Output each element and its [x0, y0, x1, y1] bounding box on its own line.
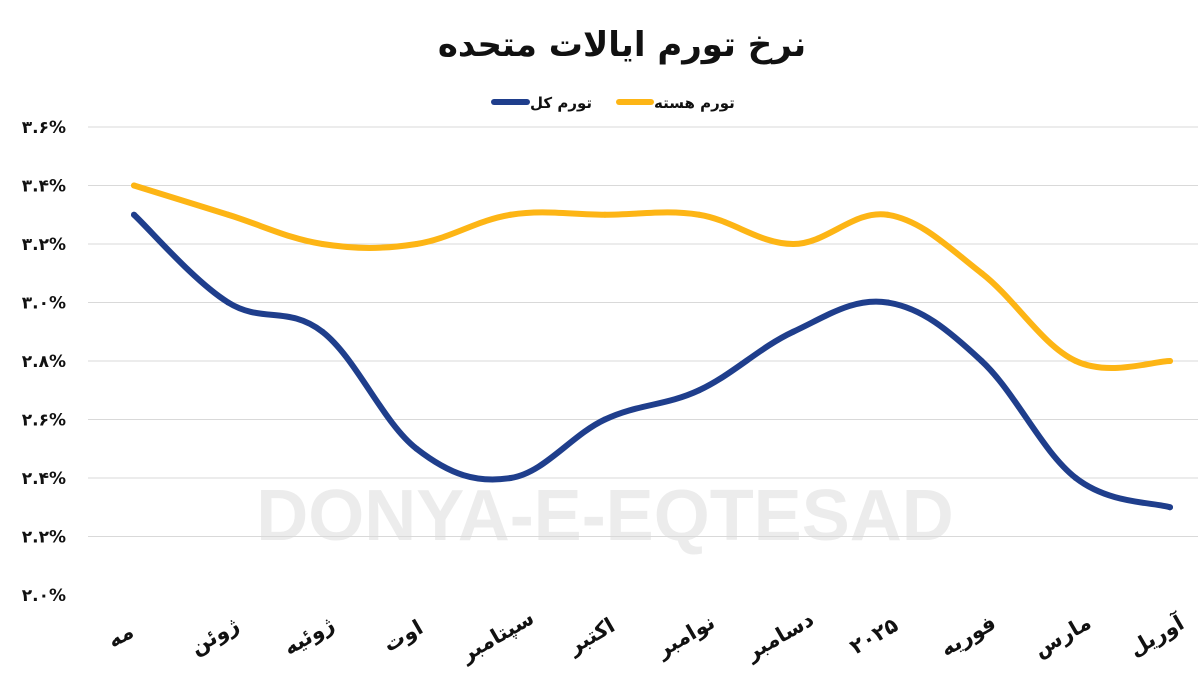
y-tick-label: ۳.۶%	[22, 118, 66, 138]
y-tick-label: ۳.۴%	[22, 177, 66, 197]
point-core-11	[1167, 358, 1173, 364]
point-total-10	[1072, 475, 1079, 481]
point-core-5	[601, 211, 608, 218]
legend-label-core: تورم هسته	[654, 94, 735, 112]
x-axis-ticks: مه ژوئن ژوئیه اوت سپتامبر اکتبر نوامبر دسامبر ۲۰…	[103, 605, 1188, 666]
point-core-8	[884, 211, 891, 218]
x-tick-label: نوامبر	[651, 610, 718, 663]
x-tick-label: فوریه	[936, 611, 1000, 662]
point-core-0	[131, 182, 137, 189]
point-core-10	[1072, 358, 1079, 364]
x-tick-label: ژوئیه	[279, 612, 338, 660]
point-total-2	[319, 328, 326, 335]
watermark-text: DONYA-E-EQTESAD	[256, 476, 953, 556]
x-tick-label: مه	[103, 619, 137, 653]
chart-title: نرخ تورم ایالات متحده	[438, 25, 806, 65]
x-tick-label: مارس	[1029, 610, 1095, 662]
y-tick-label: ۲.۴%	[22, 469, 66, 489]
x-tick-label: ۲۰۲۵	[846, 613, 903, 660]
series-lines	[131, 182, 1173, 511]
watermark: DONYA-E-EQTESAD	[256, 476, 953, 556]
point-core-3	[413, 241, 420, 247]
y-tick-label: ۳.۲%	[22, 235, 66, 255]
point-total-6	[696, 387, 703, 394]
y-axis-ticks: ۲.۰% ۲.۲% ۲.۴% ۲.۶% ۲.۸% ۳.۰% ۳.۲% ۳.۴% ۳.۶%	[22, 118, 66, 606]
legend-label-total: تورم کل	[530, 94, 592, 112]
point-total-8	[884, 299, 891, 306]
y-tick-label: ۲.۶%	[22, 411, 66, 431]
y-tick-label: ۳.۰%	[22, 294, 66, 314]
y-tick-label: ۲.۸%	[22, 352, 66, 372]
point-core-6	[696, 211, 703, 218]
point-core-1	[225, 211, 232, 218]
point-total-9	[978, 358, 985, 364]
point-total-0	[131, 211, 137, 218]
y-tick-label: ۲.۰%	[22, 586, 66, 606]
x-tick-label: دسامبر	[741, 607, 818, 665]
legend-item-total: تورم کل	[491, 94, 592, 112]
x-tick-label: اوت	[379, 615, 427, 656]
gridlines	[88, 126, 1198, 537]
legend: تورم کل تورم هسته	[491, 94, 735, 112]
point-core-2	[319, 241, 326, 247]
x-tick-label: سپتامبر	[456, 605, 538, 666]
point-core-9	[978, 270, 985, 277]
x-tick-label: آوریل	[1124, 610, 1188, 662]
point-total-4	[507, 475, 514, 481]
y-tick-label: ۲.۲%	[22, 528, 66, 548]
series-line-core-inflation	[131, 182, 1173, 371]
point-total-1	[225, 299, 232, 306]
x-tick-label: اکتبر	[563, 613, 619, 659]
point-core-7	[790, 241, 797, 247]
legend-item-core: تورم هسته	[616, 94, 735, 112]
x-tick-label: ژوئن	[186, 613, 243, 660]
series-line-total-inflation	[131, 211, 1173, 511]
point-total-3	[413, 445, 420, 452]
point-total-7	[790, 328, 797, 335]
point-total-11	[1167, 504, 1173, 511]
point-core-4	[507, 211, 514, 218]
point-total-5	[601, 416, 608, 423]
